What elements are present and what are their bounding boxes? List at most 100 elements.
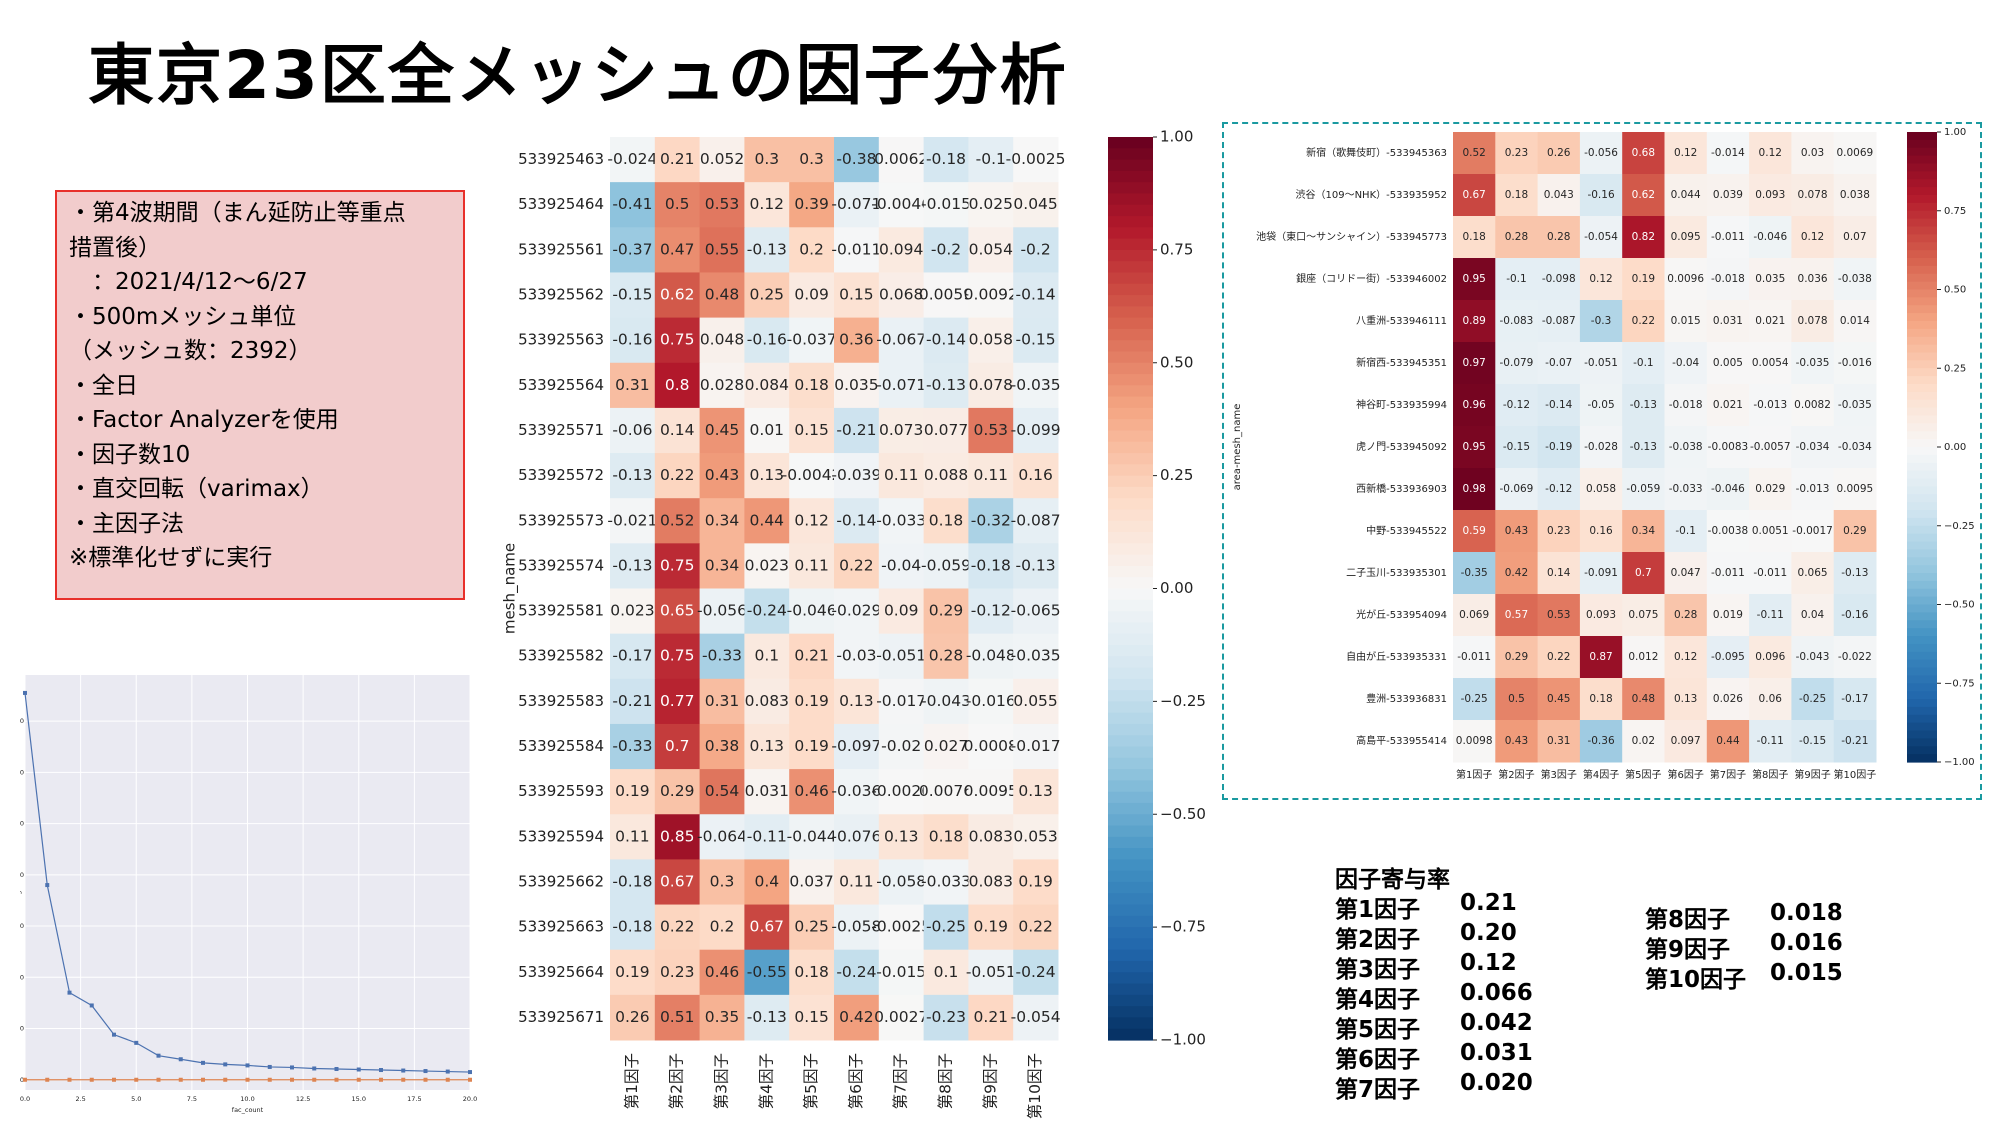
colorbar-segment <box>1907 714 1937 724</box>
cell-value-label: 0.31 <box>705 692 740 710</box>
colorbar-segment <box>1108 520 1153 533</box>
heatmap-cell <box>1749 300 1792 343</box>
factor-label: 第5因子 <box>1335 1017 1421 1043</box>
factor-label: 第1因子 <box>1335 897 1421 923</box>
heatmap-cell <box>1495 174 1539 217</box>
cell-value-label: 0.048 <box>700 331 744 349</box>
heatmap-cell <box>1579 720 1623 763</box>
cell-value-label: -0.1 <box>1675 525 1696 537</box>
heatmap-cell <box>1537 258 1581 301</box>
heatmap-cell <box>834 543 880 589</box>
heatmap-cell <box>878 453 925 499</box>
cell-value-label: -0.033 <box>921 872 971 890</box>
cell-value-label: 0.43 <box>705 466 740 484</box>
cell-value-label: 0.058 <box>1586 483 1616 495</box>
colorbar-segment <box>1108 611 1153 623</box>
cell-value-label: 0.01 <box>750 421 785 439</box>
heatmap-cell <box>968 543 1014 589</box>
cell-value-label: -0.056 <box>697 602 747 620</box>
cell-value-label: 0.12 <box>794 511 829 529</box>
row-label: 533925671 <box>518 1008 604 1026</box>
cell-value-label: 0.97 <box>1462 357 1485 369</box>
heatmap-cell <box>834 362 880 409</box>
colorbar-segment <box>1907 415 1937 424</box>
colorbar-segment <box>1108 881 1153 894</box>
heatmap-cell <box>1453 384 1496 427</box>
heatmap-cell <box>834 769 880 815</box>
cell-value-label: 0.069 <box>1459 609 1489 621</box>
heatmap-cell <box>1579 468 1623 511</box>
colorbar-segment <box>1108 182 1153 195</box>
contribution-row: 第2因子 0.20 <box>1335 920 1517 954</box>
heatmap-cell <box>699 407 745 454</box>
colorbar-segment <box>1108 599 1153 612</box>
colorbar-segment <box>1907 565 1937 574</box>
column-label: 第3因子 <box>713 1053 731 1109</box>
y-tick-label: 0 <box>20 1076 24 1084</box>
cell-value-label: -0.021 <box>607 511 657 529</box>
cell-value-label: -0.065 <box>1011 602 1061 620</box>
heatmap-cell <box>878 678 925 725</box>
cell-value-label: 0.53 <box>705 195 740 213</box>
column-label: 第5因子 <box>1625 768 1661 781</box>
cell-value-label: -0.35 <box>1461 567 1488 579</box>
cell-value-label: -0.0038 <box>1708 525 1749 537</box>
heatmap-cell <box>878 814 925 860</box>
cell-value-label: -0.035 <box>1796 357 1830 369</box>
cell-value-label: 0.31 <box>1547 735 1570 747</box>
colorbar-segment <box>1907 376 1937 385</box>
row-label: 533925464 <box>518 195 604 213</box>
colorbar-tick-label: 0.50 <box>1160 353 1193 371</box>
heatmap-cell <box>1791 300 1835 343</box>
column-label: 第10因子 <box>1026 1053 1044 1119</box>
cell-value-label: -0.25 <box>926 918 966 936</box>
factor-label: 第2因子 <box>1335 927 1421 953</box>
heatmap-cell <box>1833 174 1877 217</box>
colorbar-segment <box>1907 675 1937 684</box>
colorbar-segment <box>1907 289 1937 298</box>
heatmap-cell <box>834 723 880 770</box>
cell-value-label: 0.44 <box>750 511 785 529</box>
heatmap-cell <box>1706 552 1750 595</box>
heatmap-cell <box>699 227 745 273</box>
heatmap-cell <box>699 272 745 319</box>
heatmap-cell <box>699 769 745 815</box>
cell-value-label: 0.75 <box>660 556 695 574</box>
heatmap-cell <box>1706 426 1750 469</box>
contribution-row: 第4因子 0.066 <box>1335 980 1533 1014</box>
cell-value-label: 0.012 <box>1628 651 1658 663</box>
colorbar-segment <box>1907 155 1937 165</box>
colorbar-segment <box>1907 360 1937 369</box>
scree-point <box>401 1068 406 1073</box>
colorbar-segment <box>1907 706 1937 716</box>
heatmap-cell <box>878 227 925 273</box>
column-label: 第6因子 <box>1667 768 1703 781</box>
heatmap-cell <box>654 633 701 680</box>
cell-value-label: -0.033 <box>1669 483 1703 495</box>
heatmap-cell <box>789 407 835 454</box>
cell-value-label: 0.35 <box>705 1008 740 1026</box>
heatmap-cell <box>1013 994 1059 1041</box>
colorbar-segment <box>1108 295 1153 307</box>
row-label: 533925563 <box>518 331 604 349</box>
cell-value-label: -0.14 <box>1016 286 1056 304</box>
colorbar-segment <box>1907 273 1937 283</box>
heatmap-cell <box>968 814 1014 860</box>
heatmap-cell <box>744 182 790 228</box>
cell-value-label: -0.037 <box>787 331 837 349</box>
colorbar-tick-label: 0.00 <box>1944 442 1966 453</box>
cell-value-label: 0.0062 <box>874 150 928 168</box>
scree-point <box>23 1077 27 1082</box>
column-label: 第2因子 <box>668 1053 686 1109</box>
heatmap-cell <box>1791 594 1835 637</box>
heatmap-cell <box>1495 552 1539 595</box>
heatmap-cell <box>1791 720 1835 763</box>
x-tick-label: 15.0 <box>352 1095 366 1103</box>
cell-value-label: -0.054 <box>1584 231 1618 243</box>
cell-value-label: 0.078 <box>1798 189 1828 201</box>
scree-point <box>290 1077 294 1082</box>
heatmap-cell <box>1622 678 1665 721</box>
heatmap-cell <box>923 769 969 815</box>
colorbar-tick-label: 0.50 <box>1944 285 1966 296</box>
cell-value-label: -0.16 <box>1587 189 1614 201</box>
